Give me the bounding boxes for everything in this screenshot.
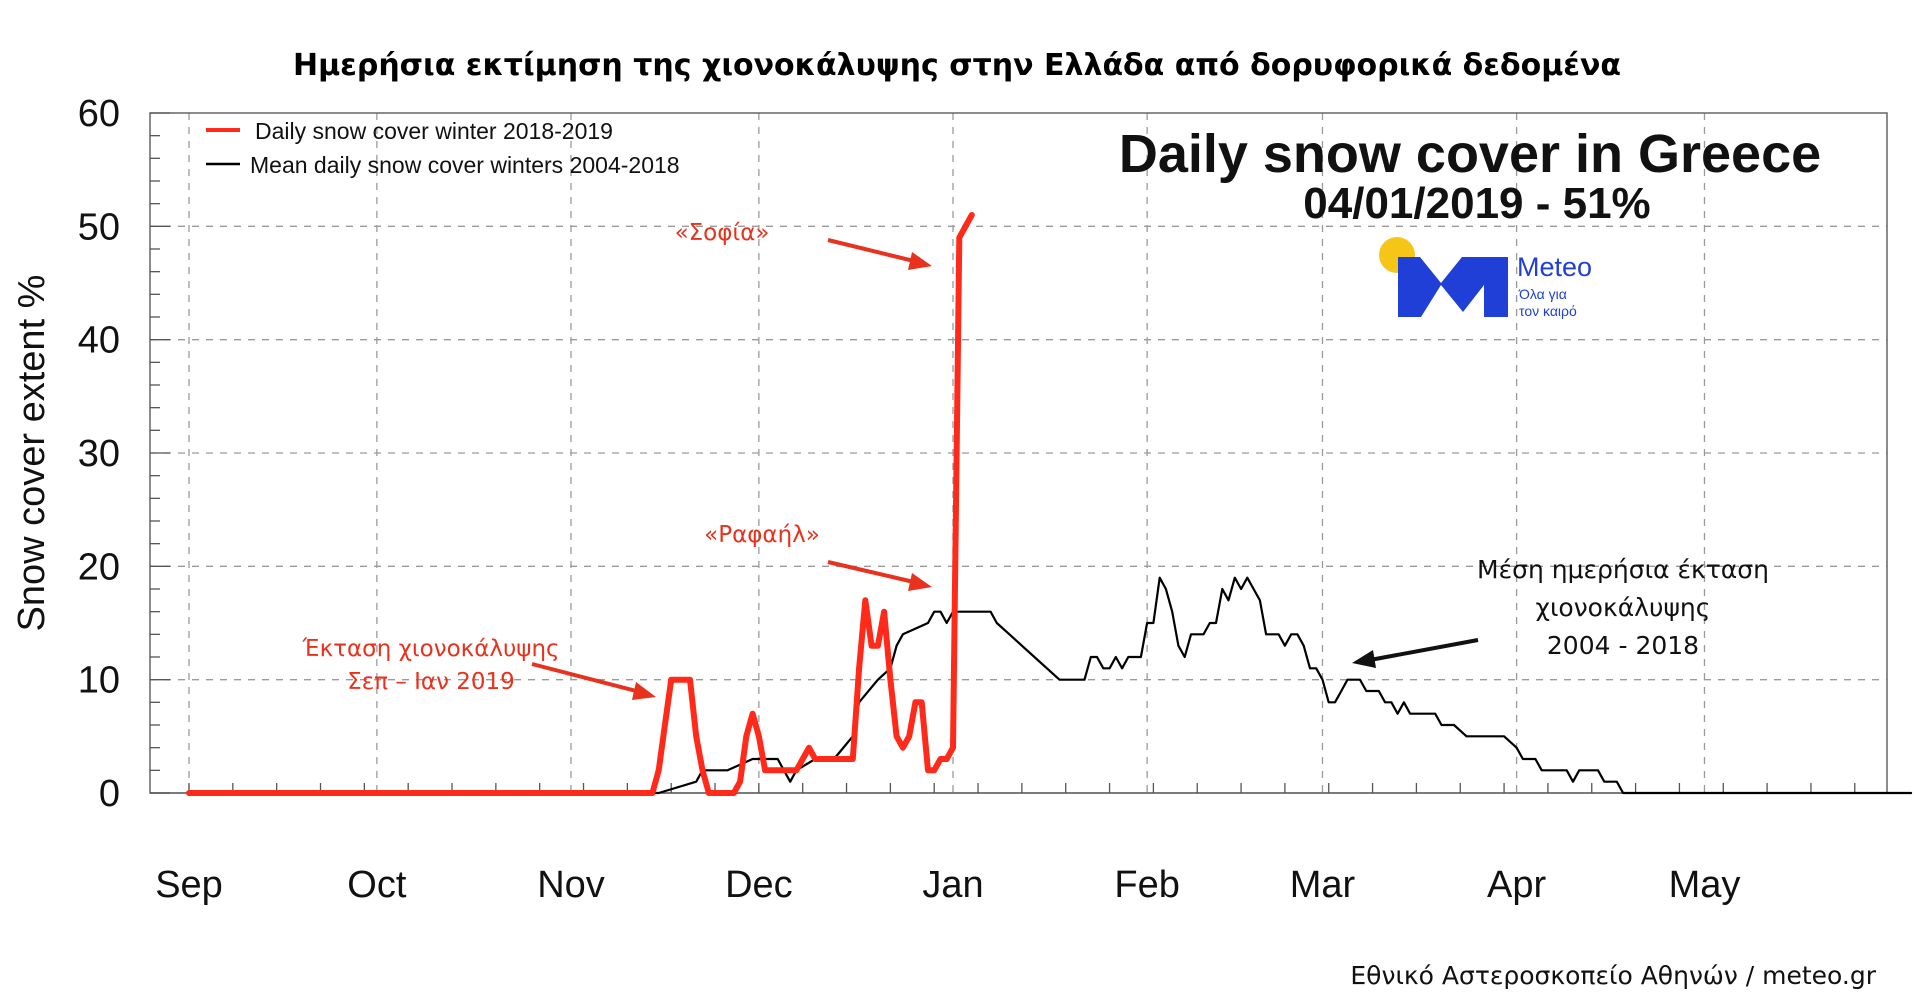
arrow-mean-head — [1352, 650, 1376, 668]
y-tick-label-20: 20 — [78, 546, 120, 588]
legend-label-snow-2018-2019: Daily snow cover winter 2018-2019 — [255, 118, 613, 144]
series-line-mean-2004-2018 — [187, 576, 1913, 795]
annotation-mean-line3: 2004 - 2018 — [1547, 631, 1699, 660]
source-credit: Εθνικό Αστεροσκοπείο Αθηνών / meteo.gr — [1350, 961, 1876, 990]
inset-subtitle: 04/01/2019 - 51% — [1303, 179, 1650, 228]
logo-tagline-line1: Όλα για — [1518, 286, 1567, 302]
x-tick-label-nov: Nov — [537, 864, 605, 906]
y-tick-label-30: 30 — [78, 433, 120, 475]
y-tick-label-50: 50 — [78, 206, 120, 248]
inset-title: Daily snow cover in Greece — [1119, 124, 1821, 184]
y-tick-label-60: 60 — [78, 93, 120, 135]
y-tick-label-40: 40 — [78, 320, 120, 362]
arrow-rafail — [827, 560, 919, 585]
arrow-rafail-head — [908, 573, 932, 591]
x-tick-label-mar: Mar — [1290, 864, 1356, 906]
meteo-m-logo-icon — [1398, 257, 1508, 317]
arrow-extent — [531, 662, 641, 694]
x-tick-label-oct: Oct — [347, 864, 407, 906]
legend: Daily snow cover winter 2018-2019 Mean d… — [206, 118, 680, 178]
x-tick-label-feb: Feb — [1114, 864, 1179, 906]
series-line-snow-2018-2019 — [186, 212, 975, 796]
x-tick-label-jan: Jan — [922, 864, 983, 906]
meteo-logo: Meteo Όλα για τον καιρό — [1379, 237, 1592, 319]
arrow-extent-head — [632, 682, 656, 700]
annotation-mean-line1: Μέση ημερήσια έκταση — [1477, 555, 1769, 584]
x-tick-label-sep: Sep — [155, 864, 223, 906]
y-minor-ticks — [150, 112, 170, 794]
y-axis-label: Snow cover extent % — [11, 275, 53, 632]
y-tick-labels: 0 10 20 30 40 50 60 — [78, 93, 120, 815]
annotation-rafail: «Ραφαήλ» — [704, 522, 820, 548]
page-title: Ημερήσια εκτίμηση της χιονοκάλυψης στην … — [293, 48, 1621, 83]
annotation-sofia: «Σοφία» — [675, 220, 770, 246]
y-tick-label-10: 10 — [78, 660, 120, 702]
legend-label-mean-2004-2018: Mean daily snow cover winters 2004-2018 — [250, 152, 680, 178]
arrow-mean — [1369, 638, 1479, 662]
annotation-mean-line2: χιονοκάλυψης — [1536, 593, 1711, 622]
logo-tagline-line2: τον καιρό — [1519, 303, 1577, 319]
x-tick-labels: Sep Oct Nov Dec Jan Feb Mar Apr May — [155, 864, 1740, 906]
arrow-sofia — [827, 238, 919, 264]
logo-wordmark: Meteo — [1517, 252, 1592, 282]
x-tick-label-may: May — [1669, 864, 1741, 906]
series-lines — [186, 212, 1913, 796]
x-tick-label-dec: Dec — [725, 864, 793, 906]
x-tick-label-apr: Apr — [1487, 864, 1546, 906]
y-tick-label-0: 0 — [99, 773, 120, 815]
arrow-sofia-head — [908, 252, 932, 270]
annotation-extent-line2: Σεπ – Ιαν 2019 — [347, 669, 515, 695]
annotation-extent-line1: Έκταση χιονοκάλυψης — [301, 636, 559, 662]
